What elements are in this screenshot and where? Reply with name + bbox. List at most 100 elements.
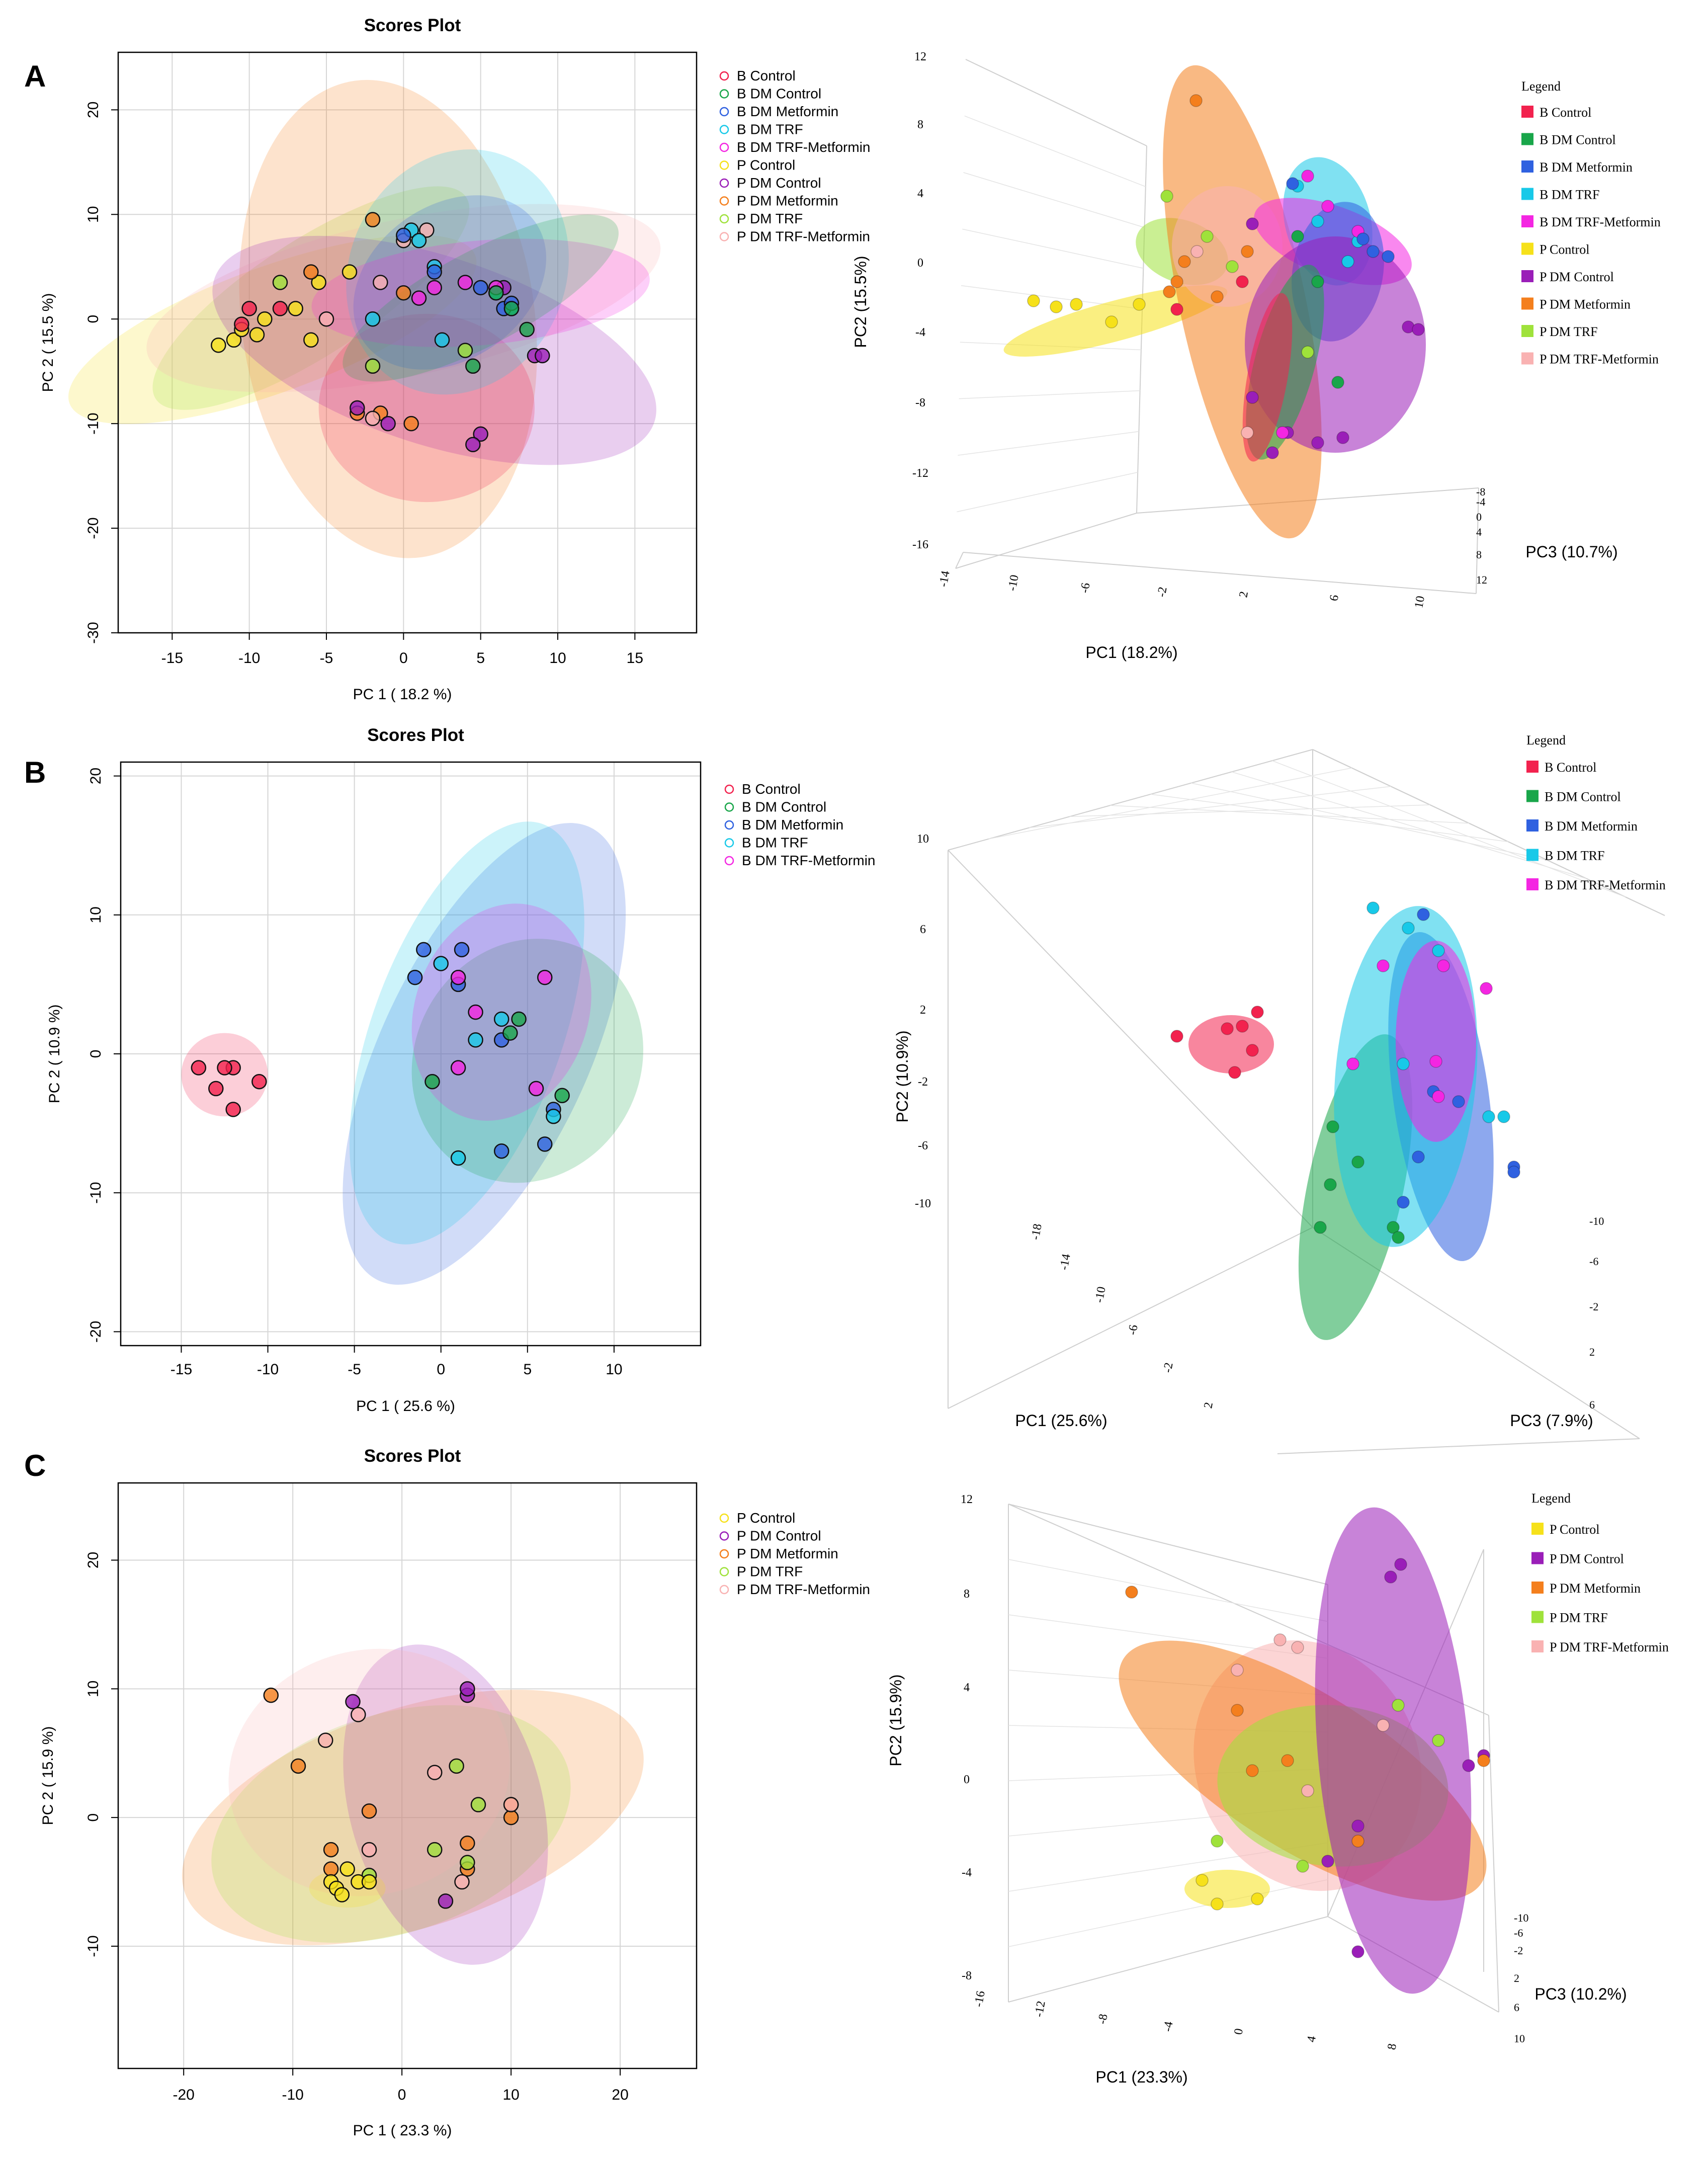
data-point-p-control [361, 1874, 377, 1890]
grid-line [963, 172, 1145, 228]
data-point-p-dm-trf-metformin [318, 311, 334, 327]
legend-swatch [1531, 1640, 1544, 1652]
data-point-p-dm-control [380, 416, 396, 432]
legend-marker [719, 142, 729, 152]
data-point-p-dm-metformin [1211, 290, 1224, 303]
data-point-p-dm-metformin [1189, 94, 1203, 107]
y-tick-label: -2 [918, 1075, 928, 1089]
z-tick-label: -6 [1589, 1255, 1598, 1268]
y-tick-label: 12 [914, 50, 926, 63]
y-tick-label: 8 [964, 1588, 970, 1601]
data-point-p-dm-metformin [1246, 1764, 1259, 1777]
legend-label: P DM TRF-Metformin [737, 1582, 870, 1597]
data-point-p-dm-trf [1296, 1860, 1309, 1873]
legend-label: B DM Metformin [1540, 160, 1633, 175]
y-tick-label: 10 [85, 1681, 102, 1697]
x-tick-label: -20 [173, 2087, 195, 2103]
legend-swatch [1526, 790, 1539, 802]
data-point-b-dm-trf-metformin [411, 290, 427, 306]
y-tick-label: -10 [85, 1935, 102, 1957]
legend-marker [719, 71, 729, 81]
box-edge [1476, 487, 1479, 594]
x-tick-label: 15 [627, 650, 643, 667]
data-point-b-control [241, 301, 257, 316]
grid-line [1008, 1559, 1328, 1622]
z-axis-label: PC3 (10.7%) [1525, 543, 1617, 561]
data-point-b-control [1170, 1030, 1183, 1043]
panel-letter: B [24, 756, 46, 789]
data-point-b-dm-control [488, 285, 504, 301]
z-tick-label: -2 [1589, 1300, 1598, 1313]
data-point-b-dm-metformin [1417, 908, 1430, 921]
pca-3d-plot-B: 10 6 2 -2 -6 -10 -18 -14 -10 -6 -2 2 -10 -6 -2 2 6 PC2 (1… [893, 733, 1666, 1454]
data-point-b-dm-metformin [416, 942, 432, 958]
ellipsoid-p-dm-control [1315, 1507, 1472, 1994]
data-point-p-dm-metformin [290, 1758, 306, 1774]
data-point-b-dm-control [1331, 376, 1344, 389]
data-point-p-control [257, 311, 273, 327]
legend-swatch [1521, 352, 1533, 365]
y-tick-label: -4 [962, 1866, 972, 1879]
data-point-p-dm-control [1246, 391, 1259, 404]
data-point-b-control [1246, 1044, 1259, 1057]
legend-label: P Control [1540, 242, 1589, 257]
data-point-b-dm-trf-metformin [1321, 200, 1334, 213]
plot-frame [117, 51, 698, 634]
legend-marker [724, 838, 734, 848]
grid-line [958, 431, 1139, 456]
data-point-b-dm-control [1351, 1155, 1364, 1169]
data-point-p-control [311, 275, 326, 290]
data-point-b-dm-control [424, 1073, 440, 1090]
legend-marker [719, 214, 729, 224]
x-tick-label: -2 [1161, 1362, 1176, 1374]
data-point-p-dm-metformin [323, 1861, 339, 1877]
data-point-b-dm-trf [365, 311, 381, 327]
data-point-b-control [217, 1060, 232, 1075]
legend-label: P DM TRF-Metformin [1540, 352, 1659, 367]
legend-swatch [1521, 242, 1533, 255]
legend-label: B DM Control [1540, 133, 1616, 147]
data-point-p-dm-metformin [503, 1809, 519, 1825]
data-point-b-dm-metformin [1397, 1196, 1410, 1209]
plot-frame [117, 1482, 698, 2069]
data-point-p-dm-metformin [1477, 1754, 1490, 1767]
x-axis-label: PC 1 ( 18.2 %) [353, 686, 452, 703]
legend-label: P DM TRF [737, 211, 803, 226]
legend-label: B DM Metformin [737, 104, 838, 119]
data-point-p-dm-trf-metformin [1231, 1664, 1244, 1677]
data-point-p-dm-trf-metformin [419, 222, 435, 238]
z-tick-label: -6 [1514, 1927, 1523, 1939]
legend-marker [719, 1585, 729, 1595]
grid-line [962, 228, 1144, 269]
x-tick-label: 4 [1305, 2035, 1319, 2043]
data-point-p-control [226, 332, 242, 348]
data-point-b-dm-trf [450, 1150, 466, 1166]
z-tick-label: 10 [1514, 2032, 1525, 2045]
legend-label: P DM Metformin [1550, 1581, 1641, 1596]
x-tick-label: -8 [1096, 2013, 1111, 2025]
x-tick-label: -10 [1006, 574, 1021, 592]
legend-swatch [1531, 1611, 1544, 1623]
y-tick-label: 0 [85, 1813, 102, 1822]
box-edge [948, 1227, 1313, 1409]
z-tick-label: -2 [1514, 1944, 1523, 1957]
legend-label: B DM Metformin [742, 817, 843, 833]
x-tick-label: -10 [238, 650, 260, 667]
data-point-p-dm-trf [1301, 346, 1314, 359]
data-point-b-dm-control [554, 1088, 570, 1104]
y-tick-label: -16 [912, 538, 928, 551]
y-tick-label: 8 [917, 118, 923, 131]
legend-label: B Control [1545, 760, 1596, 775]
legend-swatch [1521, 188, 1533, 200]
data-point-b-dm-trf [411, 233, 427, 248]
y-tick-label: 2 [920, 1004, 926, 1017]
y-tick-label: 0 [88, 1050, 104, 1058]
data-point-b-dm-trf [1341, 255, 1354, 268]
data-point-b-control [208, 1081, 224, 1097]
data-point-b-control [225, 1102, 241, 1117]
grid-line [1110, 805, 1470, 824]
data-point-b-dm-metformin [407, 969, 423, 985]
y-tick-label: 12 [961, 1493, 973, 1506]
legend-marker [719, 89, 729, 99]
scores-plot-2d-B: B -15 -10 -5 0 5 10 20 10 0 -10 -20 Scores Plot PC 1 … [24, 725, 876, 1415]
